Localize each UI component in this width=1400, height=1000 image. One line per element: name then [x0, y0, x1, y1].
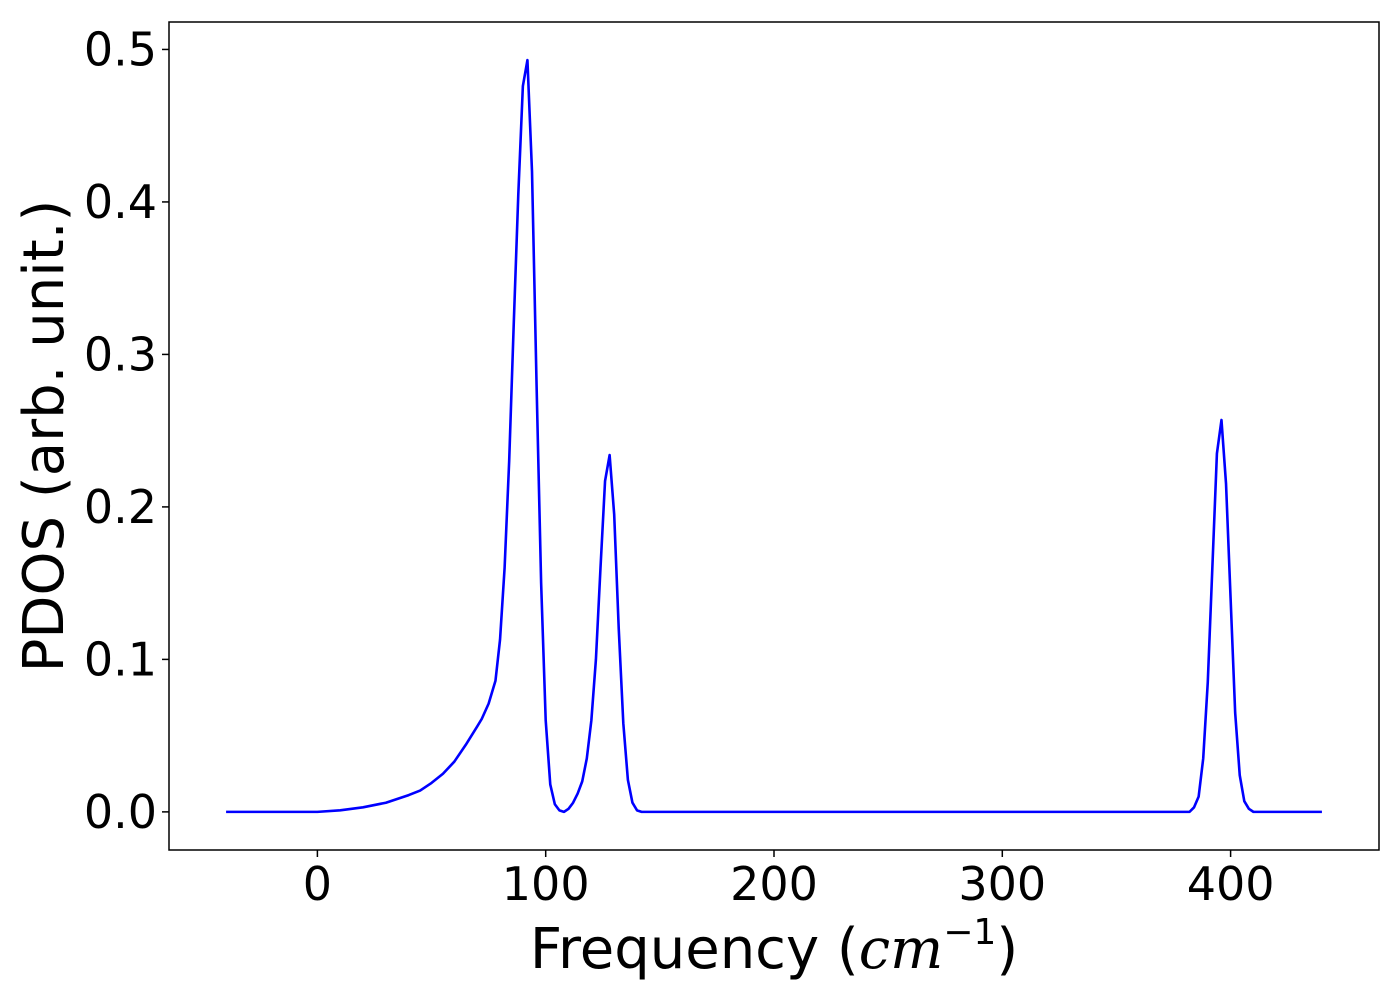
- y-tick-label: 0.0: [84, 785, 157, 839]
- x-tick-label: 200: [730, 857, 818, 911]
- pdos-series-line: [226, 58, 1322, 814]
- x-tick-label: 300: [958, 857, 1046, 911]
- y-axis-ticks: 0.0 0.1 0.2 0.3 0.4 0.5: [84, 22, 169, 839]
- y-axis-label: PDOS (arb. unit.): [12, 200, 77, 673]
- x-axis-label: Frequency (cm−1): [530, 912, 1018, 982]
- x-tick-label: 0: [303, 857, 332, 911]
- x-axis-ticks: 0 100 200 300 400: [303, 850, 1275, 911]
- x-tick-label: 400: [1187, 857, 1275, 911]
- y-tick-label: 0.2: [84, 480, 157, 534]
- y-tick-label: 0.1: [84, 632, 157, 686]
- plot-frame: [168, 21, 1380, 851]
- x-tick-label: 100: [502, 857, 590, 911]
- y-tick-label: 0.3: [84, 327, 157, 381]
- y-tick-label: 0.5: [84, 22, 157, 76]
- y-tick-label: 0.4: [84, 175, 157, 229]
